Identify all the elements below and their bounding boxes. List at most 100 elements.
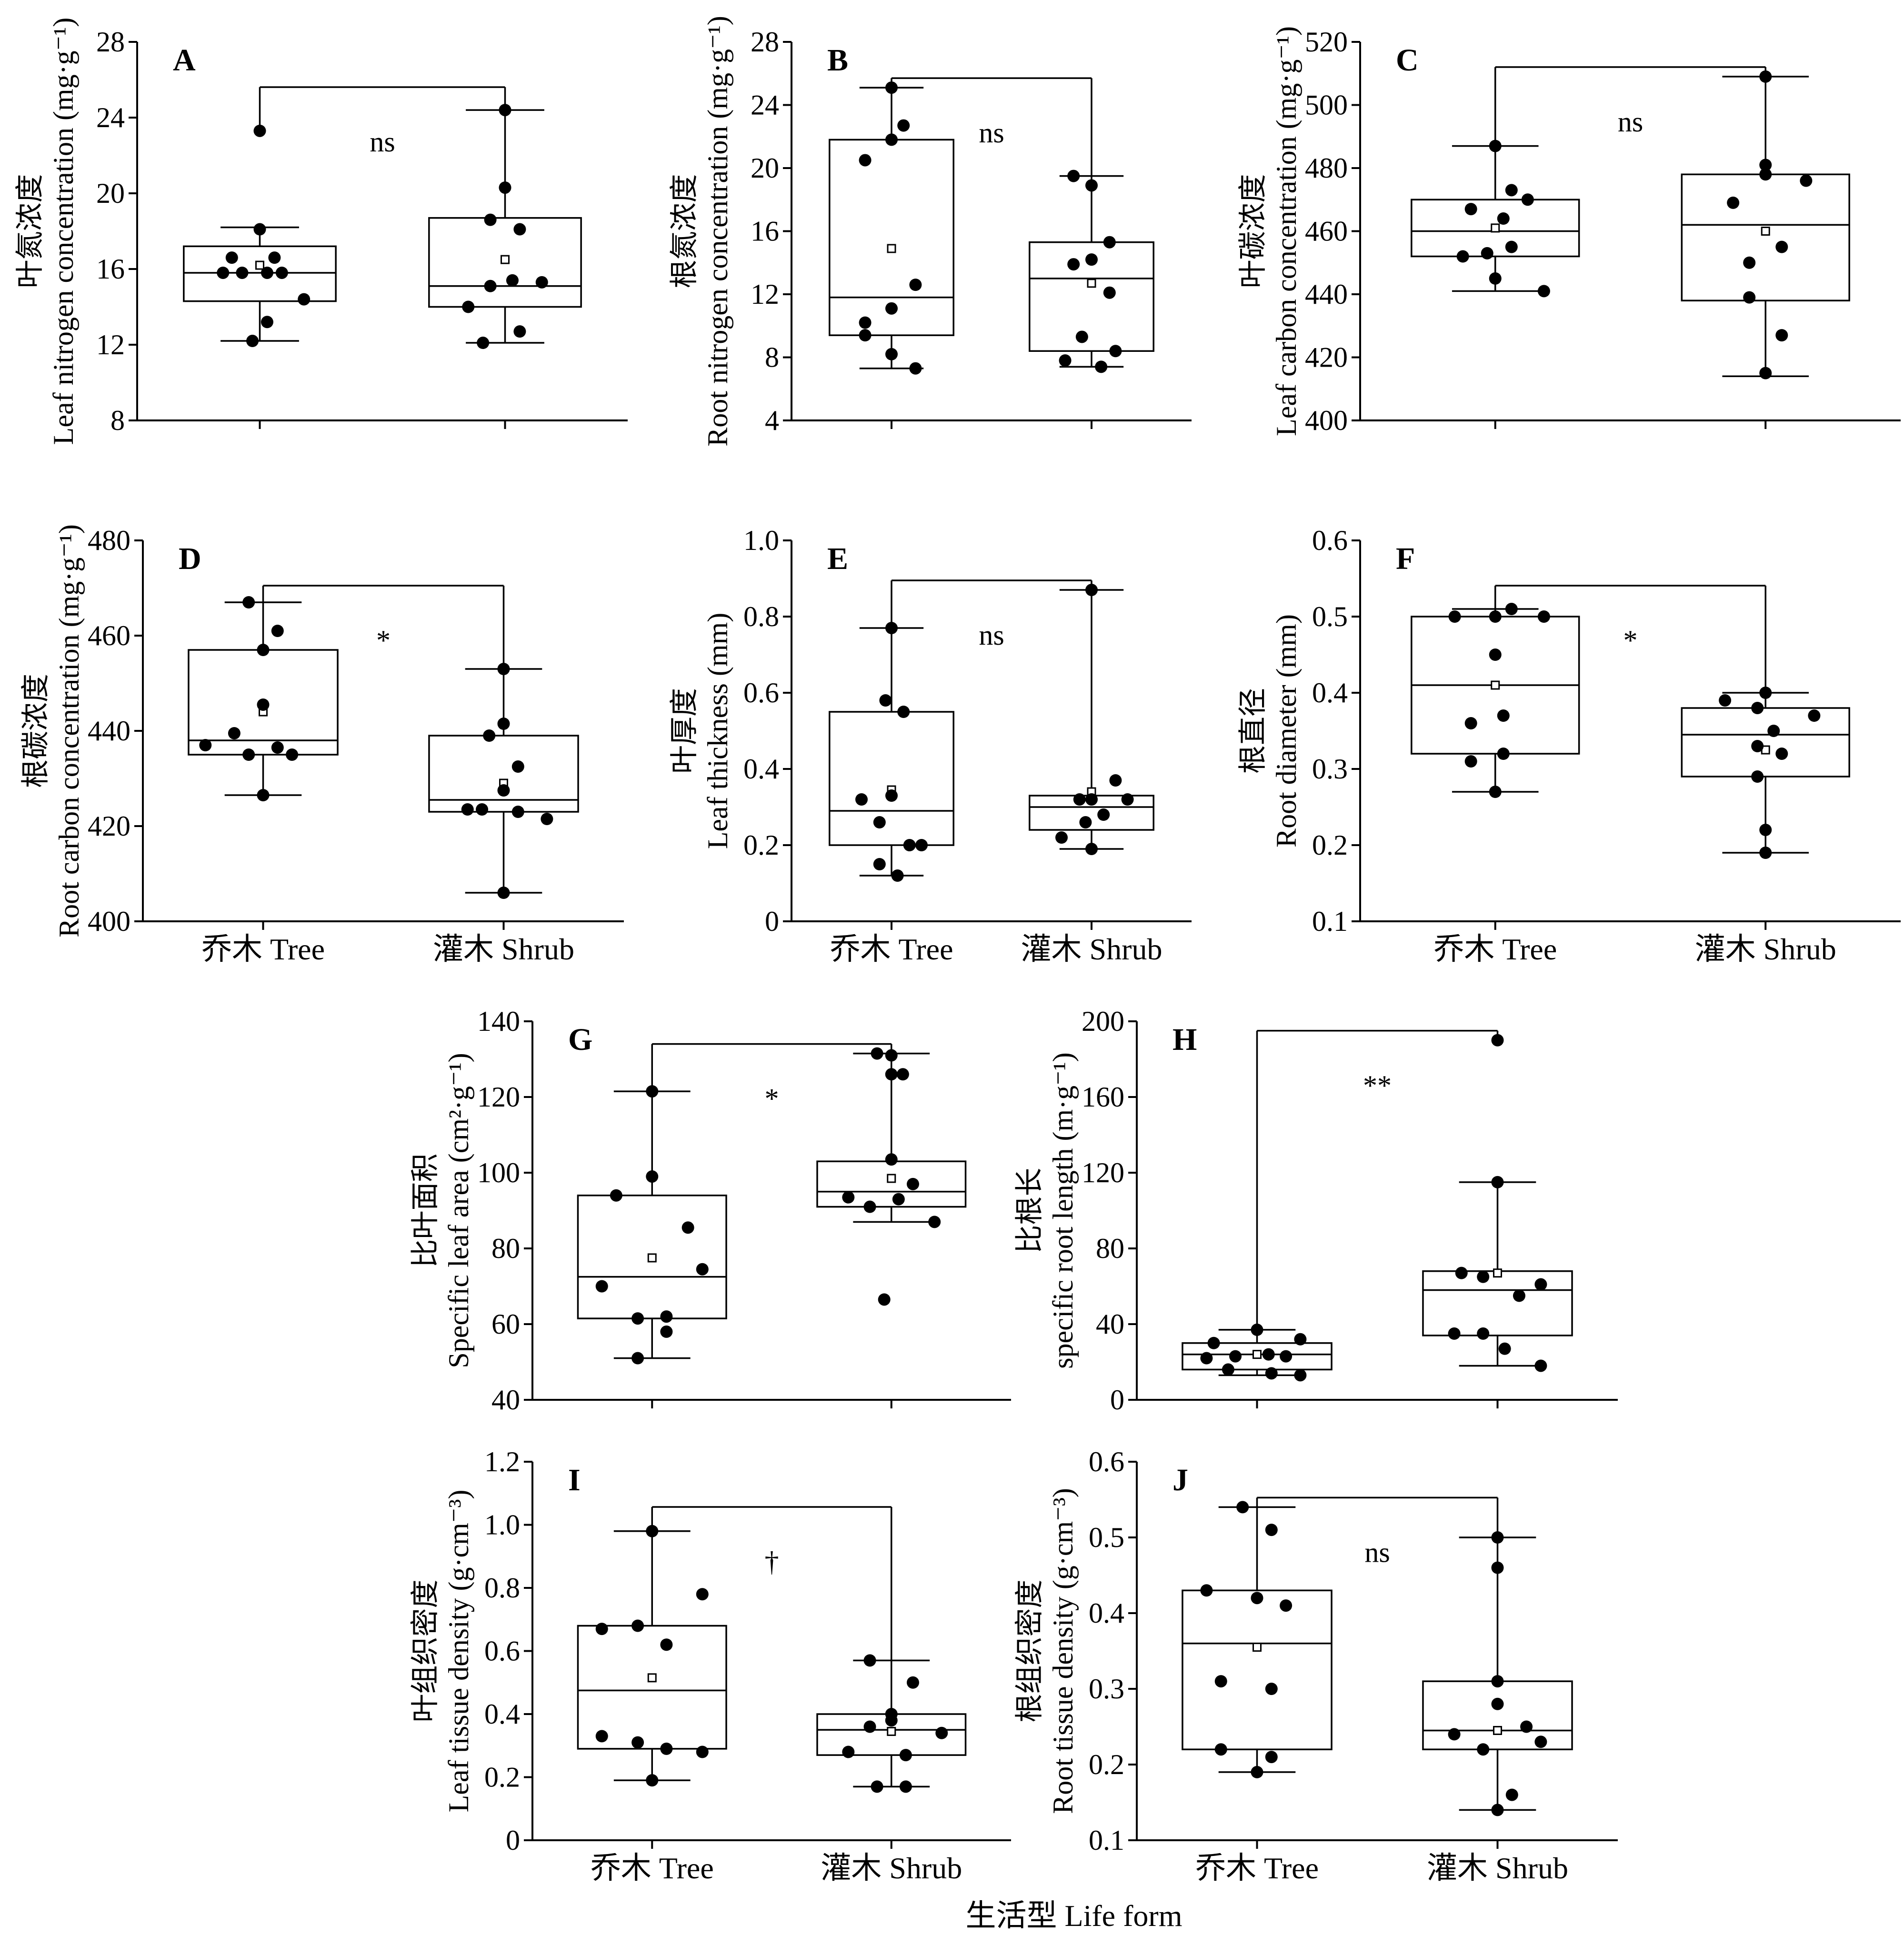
data-point xyxy=(906,1676,919,1689)
data-point xyxy=(1505,603,1518,615)
data-point xyxy=(855,793,868,806)
box-group-shrub xyxy=(1422,1034,1573,1372)
y-axis-label-cn: 叶碳浓度 xyxy=(1237,174,1269,289)
data-point xyxy=(1751,740,1764,752)
data-point xyxy=(896,1068,909,1081)
box-group-shrub xyxy=(1422,1531,1573,1816)
data-point xyxy=(1464,755,1477,768)
y-tick-label: 480 xyxy=(1305,152,1348,184)
significance-bracket: * xyxy=(262,585,505,669)
data-point xyxy=(1229,1350,1242,1363)
data-point xyxy=(899,1780,912,1793)
significance-label: * xyxy=(765,1083,779,1115)
x-axis-title: 生活型 Life form xyxy=(966,1899,1182,1933)
box-group-tree xyxy=(1411,140,1580,298)
data-point xyxy=(246,335,259,348)
data-point xyxy=(1491,1176,1504,1188)
y-tick-label: 8 xyxy=(765,342,779,373)
y-tick-label: 160 xyxy=(1082,1081,1124,1113)
significance-bracket: † xyxy=(651,1506,892,1661)
data-point xyxy=(660,1310,673,1323)
data-point xyxy=(1055,831,1068,844)
significance-bracket: ns xyxy=(1256,1496,1499,1568)
panel-letter: E xyxy=(827,541,848,576)
y-tick-label: 0 xyxy=(765,906,779,937)
data-point xyxy=(879,694,892,707)
iqr-box xyxy=(1681,707,1850,778)
data-point xyxy=(268,251,281,264)
data-point xyxy=(1491,1561,1504,1574)
data-point xyxy=(885,1153,898,1166)
significance-bracket: * xyxy=(651,1043,892,1115)
data-point xyxy=(610,1189,622,1202)
data-point xyxy=(506,274,519,287)
mean-marker xyxy=(1491,223,1500,233)
y-axis-label: 比叶面积Specific leaf area (cm²·g⁻¹) xyxy=(410,1053,474,1368)
y-tick-label: 140 xyxy=(477,1006,520,1037)
data-point xyxy=(286,748,299,761)
data-point xyxy=(909,279,922,291)
data-point xyxy=(275,266,288,279)
iqr-box xyxy=(577,1625,727,1750)
box-group-tree xyxy=(183,124,337,348)
data-point xyxy=(461,803,474,816)
data-point xyxy=(1464,717,1477,729)
data-point xyxy=(1489,610,1502,623)
data-point xyxy=(1534,1278,1547,1291)
box-group-shrub xyxy=(428,663,579,899)
panel-letter: F xyxy=(1396,541,1415,576)
data-point xyxy=(1743,291,1756,304)
significance-label: * xyxy=(1623,625,1638,656)
data-point xyxy=(1505,240,1518,253)
y-tick-label: 28 xyxy=(96,26,125,58)
y-tick-label: 0.8 xyxy=(743,601,779,632)
y-tick-label: 20 xyxy=(96,178,125,209)
data-point xyxy=(873,816,886,828)
data-point xyxy=(1775,748,1788,760)
data-point xyxy=(484,213,497,226)
y-axis-label-cn: 比根长 xyxy=(1014,1168,1045,1254)
data-point xyxy=(1448,610,1461,623)
iqr-box xyxy=(1681,173,1850,301)
data-point xyxy=(1067,170,1080,182)
data-point xyxy=(484,279,497,292)
data-point xyxy=(897,119,910,132)
data-point xyxy=(1513,1289,1525,1302)
iqr-box xyxy=(1182,1342,1333,1371)
y-tick-label: 520 xyxy=(1305,26,1348,58)
data-point xyxy=(646,1774,659,1787)
y-tick-label: 0.4 xyxy=(1312,677,1348,708)
data-point xyxy=(1505,184,1518,197)
data-point xyxy=(483,729,496,742)
data-point xyxy=(228,727,241,739)
y-tick-label: 80 xyxy=(1096,1233,1124,1264)
y-axis-label: 根碳浓度Root carbon concentration (mg·g⁻¹) xyxy=(20,524,85,938)
data-point xyxy=(646,1170,659,1183)
mean-marker xyxy=(255,260,264,270)
data-point xyxy=(1059,354,1072,367)
box-group-shrub xyxy=(1029,170,1154,373)
data-point xyxy=(1456,250,1469,263)
significance-label: * xyxy=(376,625,391,656)
y-tick-label: 80 xyxy=(491,1233,520,1264)
data-point xyxy=(1498,1342,1511,1355)
y-tick-label: 0.2 xyxy=(484,1762,520,1793)
significance-label: ** xyxy=(1363,1070,1392,1101)
data-point xyxy=(885,1068,898,1081)
data-point xyxy=(1103,236,1116,249)
data-point xyxy=(1477,1743,1490,1756)
data-point xyxy=(1200,1584,1213,1597)
y-axis-label-en: Root diameter (mm) xyxy=(1271,614,1302,848)
y-tick-label: 400 xyxy=(88,906,130,937)
data-point xyxy=(1497,212,1510,225)
data-point xyxy=(873,858,886,870)
data-point xyxy=(863,1720,876,1733)
box-group-shrub xyxy=(1681,70,1850,379)
data-point xyxy=(513,223,526,236)
data-point xyxy=(1800,174,1813,187)
data-point xyxy=(892,1193,905,1206)
panel-a: 8 12 16 20 24 28 叶氮浓度Leaf nitrogen concentrati… xyxy=(14,18,628,445)
significance-bracket: ** xyxy=(1256,1030,1499,1330)
data-point xyxy=(1073,793,1086,806)
y-tick-label: 0.6 xyxy=(1312,525,1348,556)
